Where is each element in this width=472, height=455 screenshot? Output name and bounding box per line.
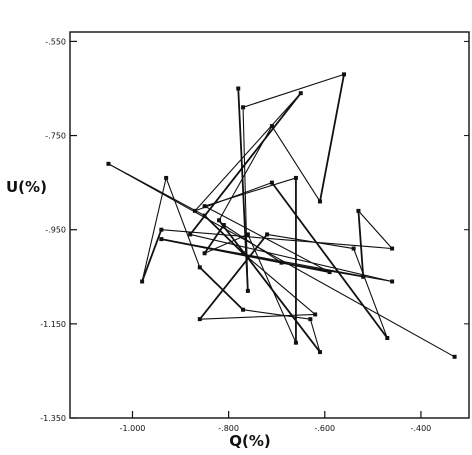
series-segment — [242, 309, 311, 320]
data-point — [241, 105, 246, 110]
series-segment — [247, 233, 297, 344]
data-point — [164, 175, 169, 180]
data-point — [342, 72, 347, 77]
series-segment — [353, 247, 388, 339]
series-segment — [165, 177, 201, 268]
x-tick-label: -.600 — [314, 424, 335, 433]
data-point — [197, 317, 202, 322]
series-segment — [357, 210, 393, 250]
data-point — [293, 340, 298, 345]
series-segment — [199, 313, 316, 320]
series-segment — [319, 73, 345, 203]
series-segment — [107, 163, 456, 358]
x-tick-label: -1.000 — [120, 424, 146, 433]
series-segment — [357, 209, 365, 278]
data-point — [202, 213, 207, 218]
series-segment — [198, 266, 244, 311]
data-point — [241, 251, 246, 256]
data-point — [317, 199, 322, 204]
data-point — [265, 232, 270, 237]
y-tick-label: -.750 — [45, 132, 66, 141]
data-point — [327, 270, 332, 275]
x-axis-label: Q(%) — [229, 432, 271, 450]
data-point — [159, 227, 164, 232]
data-point — [140, 279, 145, 284]
data-point — [313, 312, 318, 317]
data-point — [308, 317, 313, 322]
data-point — [245, 232, 250, 237]
series-segment — [194, 92, 302, 212]
data-point — [390, 279, 395, 284]
series-segment — [160, 229, 393, 250]
data-point — [361, 274, 366, 279]
data-point — [245, 288, 250, 293]
series-segment — [242, 73, 345, 108]
data-point — [236, 86, 241, 91]
y-tick-label: -.550 — [45, 37, 66, 46]
data-point — [202, 251, 207, 256]
data-point — [159, 237, 164, 242]
series-segment — [242, 252, 316, 315]
series-segment — [266, 233, 355, 250]
series-segment — [204, 205, 331, 273]
series-segment — [198, 233, 268, 321]
series-segment — [218, 219, 321, 353]
series-segment — [309, 318, 321, 353]
data-point — [217, 218, 222, 223]
plot-frame — [69, 31, 470, 419]
series-segment — [141, 177, 167, 283]
series-segment — [141, 228, 163, 283]
data-point — [351, 246, 356, 251]
data-point — [192, 208, 197, 213]
data-point — [317, 350, 322, 355]
series-segment — [160, 238, 393, 283]
data-point — [106, 161, 111, 166]
data-point — [221, 223, 226, 227]
x-tick-label: -.400 — [411, 424, 432, 433]
data-point — [241, 307, 246, 312]
series-segment — [271, 181, 389, 339]
y-tick-label: -1.150 — [40, 320, 66, 329]
y-tick-label: -1.350 — [40, 414, 66, 423]
data-point — [197, 265, 202, 270]
data-point — [452, 354, 457, 359]
y-tick-label: -.950 — [45, 226, 66, 235]
data-point — [269, 124, 274, 129]
data-point — [390, 246, 395, 251]
series-segment — [189, 92, 302, 236]
x-tick-label: -.800 — [218, 424, 239, 433]
series-segment — [194, 182, 273, 212]
data-point — [279, 260, 284, 265]
series-segment — [271, 125, 321, 203]
series-segment — [203, 214, 244, 255]
data-point — [202, 204, 207, 209]
data-point — [298, 91, 303, 96]
data-point — [188, 232, 193, 237]
data-point — [385, 335, 390, 340]
data-point — [293, 175, 298, 180]
series-segment — [189, 233, 393, 283]
data-point — [269, 180, 274, 185]
data-point — [356, 208, 361, 213]
y-axis-label: U(%) — [6, 178, 47, 196]
